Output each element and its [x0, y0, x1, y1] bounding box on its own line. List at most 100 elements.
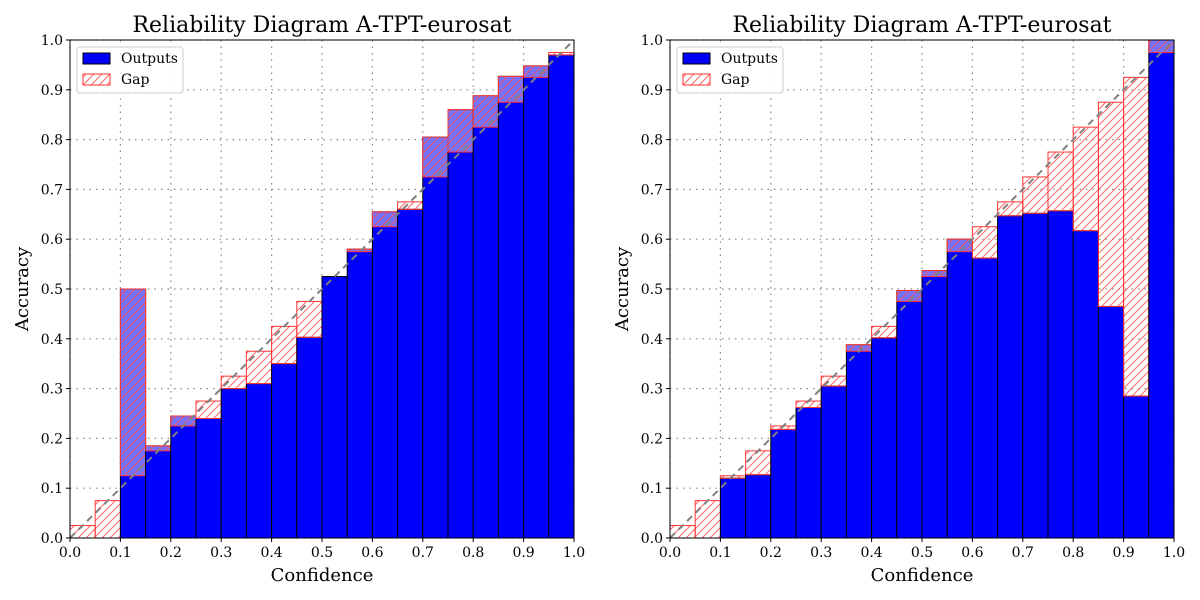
- gap-bar: [271, 325, 298, 365]
- y-tick-label: 0.3: [41, 382, 63, 398]
- x-axis-label: Confidence: [271, 565, 374, 586]
- x-tick-label: 0.2: [760, 545, 782, 561]
- x-tick-label: 0.4: [260, 545, 282, 561]
- gap-bar: [245, 350, 273, 385]
- output-bar: [195, 417, 222, 539]
- y-tick-label: 0.9: [641, 83, 663, 99]
- y-tick-label: 0.5: [641, 282, 663, 298]
- output-bar: [472, 95, 499, 539]
- y-tick-label: 0.4: [641, 332, 663, 348]
- x-tick-label: 0.8: [1062, 545, 1084, 561]
- gap-bar: [119, 288, 147, 477]
- gap-bar: [669, 525, 696, 539]
- gap-bar: [397, 201, 424, 210]
- gap-bar: [1072, 126, 1099, 232]
- legend: Outputs Gap: [76, 46, 184, 94]
- gap-bar: [94, 500, 121, 539]
- gap-bar: [997, 201, 1024, 217]
- gap-bar: [220, 375, 247, 390]
- x-tick-label: 0.2: [160, 545, 182, 561]
- output-bar: [371, 211, 399, 539]
- gap-bar: [422, 136, 449, 178]
- x-tick-label: 0.6: [961, 545, 983, 561]
- legend: Outputs Gap: [676, 46, 784, 94]
- y-tick-label: 0.8: [641, 133, 663, 149]
- legend-label-outputs: Outputs: [121, 51, 178, 67]
- output-bar: [1097, 305, 1125, 539]
- y-axis-label: Accuracy: [612, 246, 633, 332]
- x-tick-label: 0.7: [1012, 545, 1034, 561]
- gap-bar: [497, 75, 525, 103]
- legend-swatch-outputs: [682, 52, 711, 65]
- x-tick-label: 0.9: [1112, 545, 1134, 561]
- output-bar: [719, 477, 747, 539]
- output-bar: [820, 385, 847, 539]
- gap-bar: [694, 500, 721, 539]
- gap-bar: [745, 450, 772, 476]
- gap-bar: [1148, 39, 1175, 53]
- gap-bar: [447, 109, 474, 153]
- chart-title: Reliability Diagram A-TPT-eurosat: [132, 13, 511, 38]
- output-bar: [397, 208, 424, 539]
- y-tick-label: 1.0: [641, 33, 663, 49]
- perfect-calibration-line: [669, 39, 1175, 539]
- output-bar: [346, 248, 373, 539]
- y-tick-label: 0.5: [41, 282, 63, 298]
- output-bar: [220, 388, 247, 539]
- gap-bar: [1097, 101, 1125, 307]
- x-tick-label: 1.0: [1163, 545, 1185, 561]
- legend-swatch-outputs: [82, 52, 111, 65]
- output-bar: [271, 363, 298, 539]
- x-tick-label: 0.9: [512, 545, 534, 561]
- y-tick-label: 0.8: [41, 133, 63, 149]
- output-bar: [447, 109, 474, 539]
- x-tick-label: 0.0: [659, 545, 681, 561]
- y-tick-label: 0.0: [41, 531, 63, 547]
- x-tick-label: 1.0: [563, 545, 585, 561]
- y-axis-label: Accuracy: [12, 246, 33, 332]
- y-tick-label: 0.3: [641, 382, 663, 398]
- output-bar: [845, 344, 873, 539]
- gap-bar: [472, 95, 499, 128]
- y-tick-label: 0.6: [41, 232, 63, 248]
- output-bar: [946, 238, 973, 539]
- gap-bar: [523, 65, 550, 78]
- x-tick-label: 0.1: [709, 545, 731, 561]
- x-tick-label: 0.7: [412, 545, 434, 561]
- x-tick-label: 0.6: [361, 545, 383, 561]
- x-tick-label: 0.4: [860, 545, 882, 561]
- output-bar: [896, 289, 923, 539]
- gap-bar: [1022, 176, 1049, 214]
- legend-label-gap: Gap: [121, 72, 150, 88]
- output-bar: [997, 215, 1024, 539]
- output-bar: [921, 270, 948, 539]
- output-bar: [497, 75, 525, 539]
- output-bar: [795, 407, 822, 539]
- output-bar: [548, 54, 575, 539]
- gap-bar: [1047, 151, 1074, 212]
- output-bar: [871, 337, 898, 539]
- x-tick-label: 0.5: [311, 545, 333, 561]
- y-tick-label: 0.2: [641, 431, 663, 447]
- output-bar: [321, 276, 348, 539]
- output-bar: [1022, 212, 1049, 539]
- x-tick-label: 0.3: [810, 545, 832, 561]
- x-tick-label: 0.3: [210, 545, 232, 561]
- output-bar: [245, 383, 273, 539]
- output-bar: [1123, 395, 1150, 539]
- x-tick-label: 0.0: [59, 545, 81, 561]
- y-tick-label: 1.0: [41, 33, 63, 49]
- y-tick-label: 0.7: [641, 182, 663, 198]
- gap-bar: [296, 300, 323, 338]
- y-tick-label: 0.9: [41, 83, 63, 99]
- output-bar: [1148, 39, 1175, 539]
- legend-swatch-gap: [82, 73, 111, 86]
- y-tick-label: 0.6: [641, 232, 663, 248]
- legend-label-outputs: Outputs: [721, 51, 778, 67]
- output-bar: [770, 428, 797, 539]
- y-tick-label: 0.0: [641, 531, 663, 547]
- x-tick-label: 0.5: [911, 545, 933, 561]
- perfect-calibration-line: [69, 39, 575, 539]
- reliability-chart-1: 0.0 0.1 0.2 0.3 0.4 0.5 0.6 0.7 0.8 0.9 1.0 0.0 0.1 0…: [12, 13, 585, 586]
